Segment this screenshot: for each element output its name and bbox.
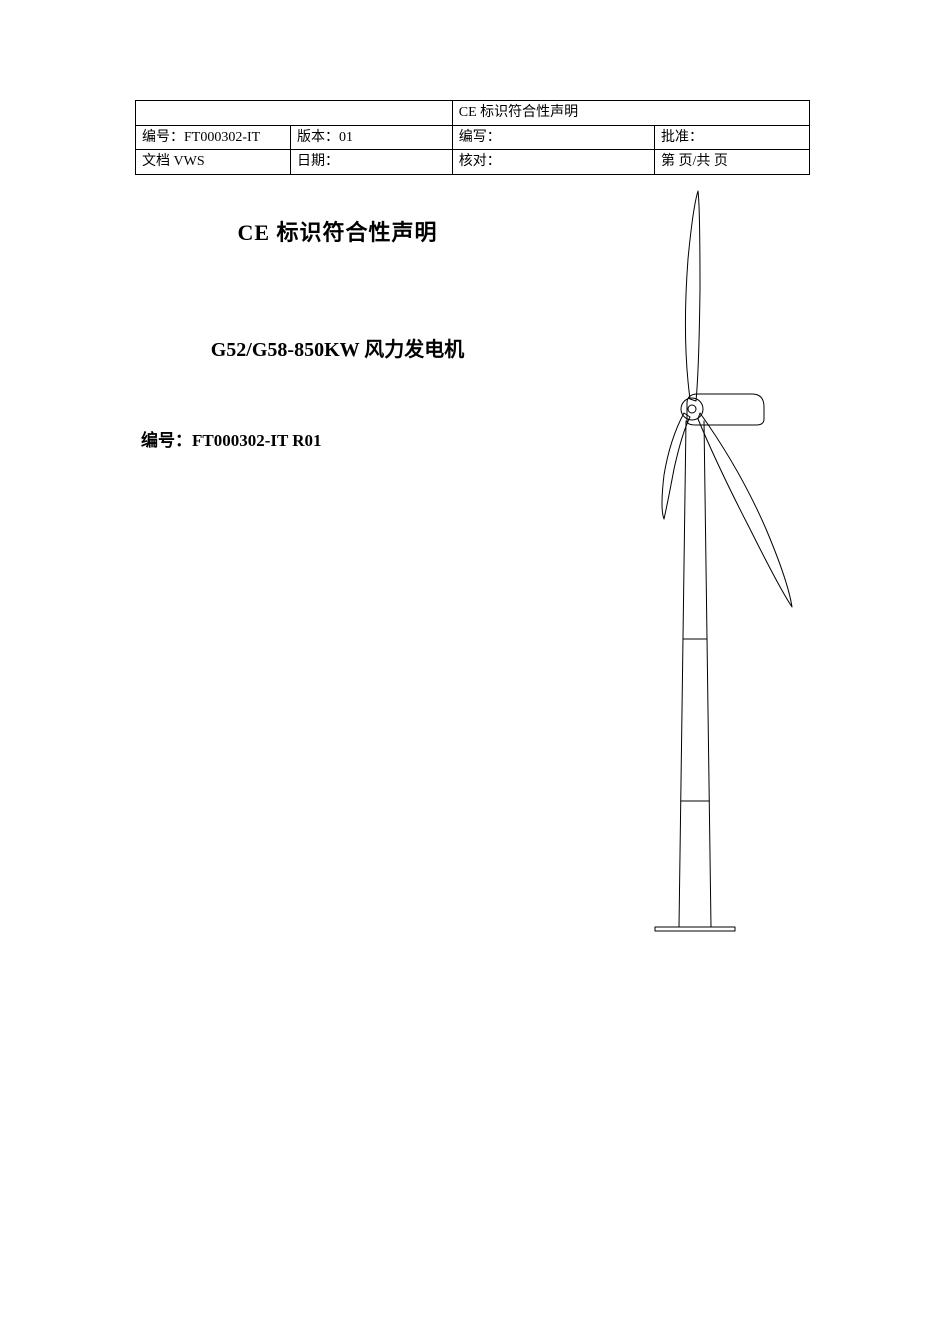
header-table: CE 标识符合性声明 编号：FT000302-IT 版本：01 编写： 批准： … (135, 100, 810, 175)
wind-turbine-icon (590, 189, 820, 949)
title-main: CE 标识符合性声明 (135, 215, 540, 247)
title-sub: G52/G58-850KW 风力发电机 (135, 333, 540, 362)
header-cell-empty (136, 101, 453, 126)
header-cell-approved: 批准： (654, 125, 809, 150)
header-cell-doctype: 文档 VWS (136, 150, 291, 175)
header-cell-checked: 核对： (452, 150, 654, 175)
table-row: CE 标识符合性声明 (136, 101, 810, 126)
title-block: CE 标识符合性声明 G52/G58-850KW 风力发电机 编号：FT0003… (135, 215, 540, 451)
header-cell-docid: 编号：FT000302-IT (136, 125, 291, 150)
header-cell-date: 日期： (291, 150, 453, 175)
table-row: 文档 VWS 日期： 核对： 第 页/共 页 (136, 150, 810, 175)
header-cell-pages: 第 页/共 页 (654, 150, 809, 175)
header-cell-title: CE 标识符合性声明 (452, 101, 809, 126)
content-area: CE 标识符合性声明 G52/G58-850KW 风力发电机 编号：FT0003… (135, 215, 810, 975)
header-cell-version: 版本：01 (291, 125, 453, 150)
table-row: 编号：FT000302-IT 版本：01 编写： 批准： (136, 125, 810, 150)
document-page: CE 标识符合性声明 编号：FT000302-IT 版本：01 编写： 批准： … (0, 0, 945, 975)
header-cell-author: 编写： (452, 125, 654, 150)
document-number: 编号：FT000302-IT R01 (141, 426, 540, 451)
